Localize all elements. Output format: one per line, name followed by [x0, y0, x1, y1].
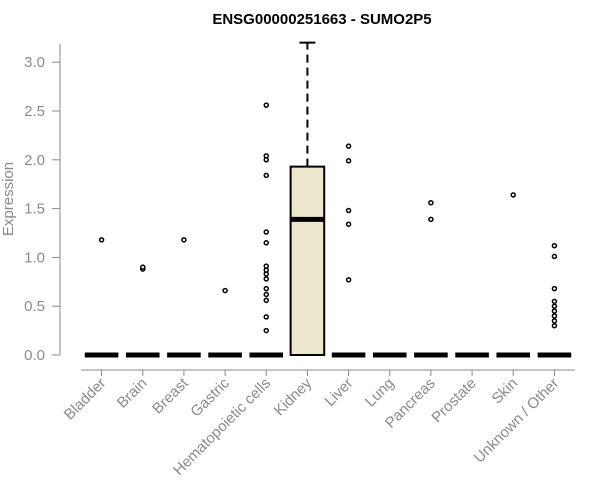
box-group-unknown-other: [537, 242, 572, 358]
y-tick-label: 0.5: [24, 298, 45, 315]
y-tick-label: 0.0: [24, 347, 45, 364]
outlier-point: [428, 199, 434, 206]
box-group-skin: [496, 192, 531, 358]
outlier-point: [345, 277, 352, 283]
y-axis: 0.0 0.5 1.0 1.5 2.0 2.5 3.0: [24, 43, 61, 364]
box-group-kidney: [289, 41, 326, 356]
outlier-point: [551, 285, 558, 292]
x-tick-label: Breast: [149, 374, 192, 417]
outlier-point: [551, 253, 558, 260]
outlier-point: [263, 276, 269, 282]
box-group-liver: [331, 143, 366, 358]
outlier-point: [551, 318, 558, 324]
box: [289, 165, 326, 356]
outlier-point: [263, 153, 269, 159]
outlier-point: [263, 297, 269, 304]
outlier-point: [551, 303, 558, 309]
y-tick-label: 3.0: [24, 54, 45, 71]
y-tick-label: 2.0: [24, 152, 45, 169]
plot-area: [84, 41, 572, 358]
outlier-point: [222, 287, 228, 294]
outlier-point: [181, 237, 187, 243]
outlier-point: [551, 322, 558, 329]
outlier-point: [263, 102, 269, 108]
y-tick-label: 1.0: [24, 249, 45, 266]
outlier-point: [551, 298, 558, 305]
y-tick-label: 1.5: [24, 201, 45, 218]
outlier-point: [345, 143, 352, 149]
outlier-point: [345, 221, 352, 227]
outlier-point: [551, 313, 558, 319]
outlier-point: [263, 291, 269, 298]
outlier-point: [263, 327, 269, 334]
outlier-point: [140, 264, 146, 270]
x-tick-label: Bladder: [61, 375, 110, 424]
outlier-point: [98, 237, 105, 243]
outlier-point: [263, 285, 269, 292]
x-tick-label: Kidney: [271, 374, 316, 419]
box-group-pancreas: [414, 199, 448, 358]
y-tick-label: 2.5: [24, 103, 45, 120]
box-group-breast: [167, 237, 201, 358]
x-tick-label: Brain: [114, 375, 151, 412]
outlier-point: [263, 240, 269, 246]
box-group-brain: [125, 264, 160, 358]
box-group-gastric: [208, 287, 242, 358]
outlier-point: [263, 229, 269, 235]
outlier-point: [551, 242, 558, 249]
outlier-point: [428, 216, 434, 223]
box-group-hematopoietic-cells: [249, 102, 284, 358]
outlier-point: [345, 158, 352, 164]
x-tick-label: Prostate: [428, 375, 480, 427]
outlier-point: [263, 263, 269, 269]
outlier-point: [263, 172, 269, 179]
x-tick-label: Skin: [488, 375, 521, 408]
x-tick-label: Liver: [321, 375, 356, 410]
y-axis-label: Expression: [0, 162, 17, 236]
outlier-point: [551, 308, 558, 314]
x-tick-label: Lung: [362, 375, 398, 411]
chart-title: ENSG00000251663 - SUMO2P5: [212, 11, 431, 28]
outlier-point: [263, 314, 269, 320]
outlier-point: [510, 192, 516, 198]
box-group-bladder: [84, 237, 119, 358]
outlier-point: [345, 207, 352, 214]
